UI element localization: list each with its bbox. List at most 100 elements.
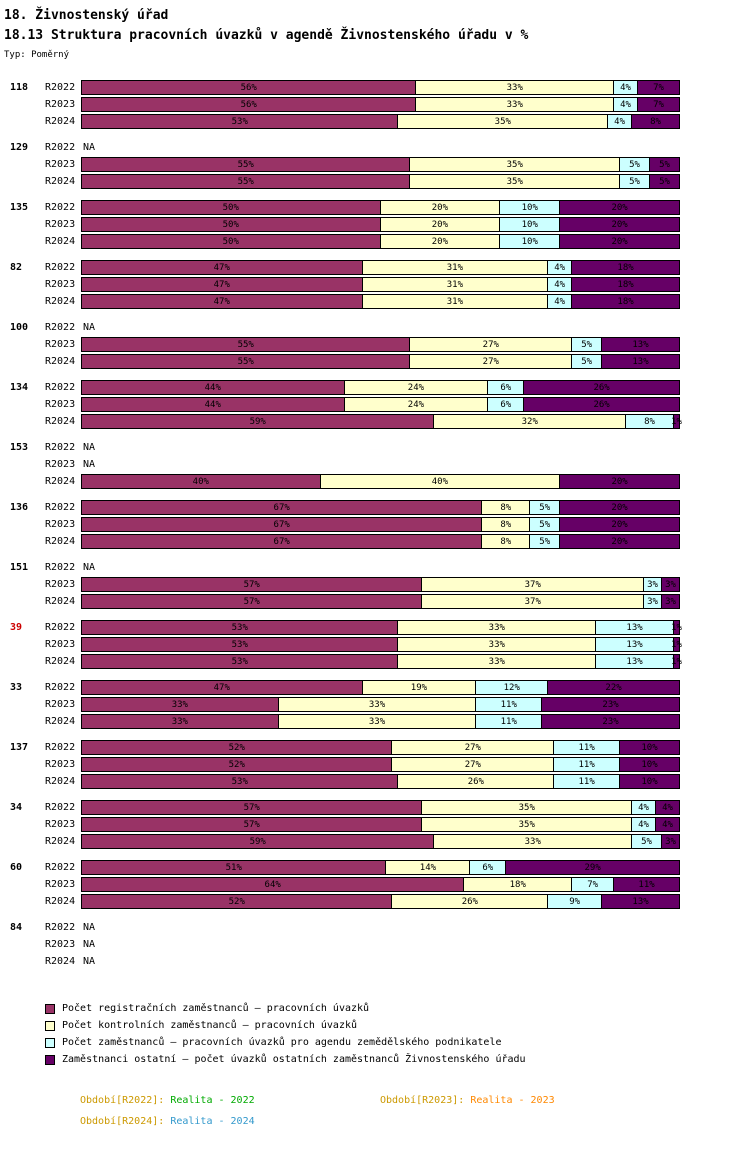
bar-segment-zemedelsky: 10% xyxy=(500,234,561,249)
bar-segment-kontrolni: 14% xyxy=(386,860,471,875)
chart-row: 82 R2022 47% 31% 4% 18% xyxy=(10,259,750,276)
bar-segment-value: 35% xyxy=(506,176,523,187)
bar-segment-value: 8% xyxy=(500,519,512,530)
stacked-bar: 50% 20% 10% 20% xyxy=(81,234,680,249)
bar-segment-value: 55% xyxy=(237,356,254,367)
bar-segment-value: 12% xyxy=(503,682,520,693)
stacked-bar: NA xyxy=(81,140,680,155)
bar-segment-kontrolni: 37% xyxy=(422,577,645,592)
bar-segment-value: 26% xyxy=(593,399,610,410)
bar-segment-zemedelsky: 4% xyxy=(548,260,573,275)
bar-segment-value: 31% xyxy=(446,279,463,290)
bar-segment-value: 52% xyxy=(228,759,245,770)
period-row-label: R2022 xyxy=(45,562,76,573)
bar-segment-ostatni: 18% xyxy=(572,294,680,309)
bar-segment-kontrolni: 19% xyxy=(362,680,477,695)
period-row-label: R2024 xyxy=(45,656,76,667)
bar-segment-ostatni: 20% xyxy=(560,217,680,232)
bar-segment-value: 18% xyxy=(617,279,634,290)
bar-segment-value: 4% xyxy=(620,99,631,110)
bar-segment-ostatni: 1% xyxy=(671,414,682,429)
bar-segment-value: 4% xyxy=(662,819,673,830)
bar-segment-registracni: 53% xyxy=(81,637,399,652)
stacked-bar: 57% 37% 3% 3% xyxy=(81,594,680,609)
bar-segment-value: 10% xyxy=(641,776,658,787)
chart-group-100: 100 R2022 NA R2023 55% 27% 5% 13% R2024 55% 27% 5% 1… xyxy=(10,319,750,370)
bar-segment-zemedelsky: 5% xyxy=(530,517,561,532)
bar-segment-registracni: 55% xyxy=(81,174,411,189)
chart-row: R2024 57% 37% 3% 3% xyxy=(10,593,750,610)
bar-segment-value: 1% xyxy=(671,622,682,633)
bar-segment-value: 5% xyxy=(539,536,551,547)
bar-segment-zemedelsky: 8% xyxy=(626,414,674,429)
bar-segment-value: 13% xyxy=(632,896,649,907)
bar-segment-zemedelsky: 4% xyxy=(548,277,573,292)
bar-segment-value: 32% xyxy=(521,416,538,427)
na-value: NA xyxy=(83,322,96,333)
period-row-label: R2023 xyxy=(45,639,76,650)
bar-segment-registracni: 52% xyxy=(81,757,393,772)
bar-segment-value: 53% xyxy=(231,622,248,633)
bar-segment-value: 13% xyxy=(632,339,649,350)
bar-segment-value: 31% xyxy=(446,296,463,307)
stacked-bar: 50% 20% 10% 20% xyxy=(81,217,680,232)
period-row-label: R2023 xyxy=(45,99,76,110)
period-row-label: R2023 xyxy=(45,519,76,530)
bar-segment-value: 11% xyxy=(578,776,595,787)
bar-segment-value: 33% xyxy=(488,639,505,650)
chart-row: R2023 67% 8% 5% 20% xyxy=(10,516,750,533)
bar-segment-kontrolni: 31% xyxy=(362,277,549,292)
stacked-bar: 47% 19% 12% 22% xyxy=(81,680,680,695)
chart-group-151: 151 R2022 NA R2023 57% 37% 3% 3% R2024 57% 37% 3% 3% xyxy=(10,559,750,610)
bar-segment-kontrolni: 33% xyxy=(398,654,597,669)
bar-segment-value: 53% xyxy=(231,639,248,650)
bar-segment-zemedelsky: 6% xyxy=(488,397,525,412)
bar-segment-kontrolni: 24% xyxy=(344,380,489,395)
period-row-label: R2023 xyxy=(45,939,76,950)
group-id-label: 82 xyxy=(10,262,23,273)
bar-segment-zemedelsky: 11% xyxy=(554,757,621,772)
bar-segment-registracni: 53% xyxy=(81,654,399,669)
bar-segment-ostatni: 10% xyxy=(620,774,680,789)
bar-segment-value: 26% xyxy=(461,896,478,907)
bar-segment-registracni: 59% xyxy=(81,834,435,849)
bar-segment-value: 19% xyxy=(410,682,428,693)
bar-segment-ostatni: 5% xyxy=(650,174,680,189)
bar-segment-value: 20% xyxy=(611,502,628,513)
report-header: 18. Živnostenský úřad 18.13 Struktura pr… xyxy=(0,0,750,60)
bar-segment-zemedelsky: 13% xyxy=(596,637,674,652)
chart-row: 60 R2022 51% 14% 6% 29% xyxy=(10,859,750,876)
bar-segment-zemedelsky: 13% xyxy=(596,620,674,635)
bar-segment-zemedelsky: 4% xyxy=(614,80,639,95)
bar-segment-value: 8% xyxy=(500,536,512,547)
chart-title: 18.13 Struktura pracovních úvazků v agen… xyxy=(4,28,529,43)
period-row-label: R2023 xyxy=(45,459,76,470)
chart-row: 39 R2022 53% 33% 13% 1% xyxy=(10,619,750,636)
period-row-label: R2024 xyxy=(45,956,76,967)
period-row-label: R2022 xyxy=(45,262,76,273)
period-r2022-value: Realita - 2022 xyxy=(170,1095,255,1106)
bar-segment-ostatni: 18% xyxy=(572,260,680,275)
stacked-bar: 67% 8% 5% 20% xyxy=(81,517,680,532)
group-id-label: 137 xyxy=(10,742,29,753)
bar-segment-registracni: 67% xyxy=(81,500,483,515)
stacked-bar: NA xyxy=(81,560,680,575)
bar-segment-value: 44% xyxy=(204,399,221,410)
bar-segment-kontrolni: 31% xyxy=(362,294,549,309)
bar-segment-ostatni: 3% xyxy=(662,594,680,609)
stacked-bar: 57% 37% 3% 3% xyxy=(81,577,680,592)
period-r2023-value: Realita - 2023 xyxy=(470,1095,555,1106)
bar-segment-value: 11% xyxy=(578,759,595,770)
bar-segment-value: 18% xyxy=(617,262,634,273)
period-legend-line-1: Období[R2022]: Realita - 2022 Období[R20… xyxy=(80,1090,750,1111)
na-value: NA xyxy=(83,562,96,573)
bar-segment-value: 57% xyxy=(243,579,260,590)
period-row-label: R2022 xyxy=(45,862,76,873)
bar-segment-value: 27% xyxy=(464,742,481,753)
chart-group-84: 84 R2022 NA R2023 NA R2024 NA xyxy=(10,919,750,970)
bar-segment-value: 4% xyxy=(554,262,566,273)
stacked-bar: 64% 18% 7% 11% xyxy=(81,877,680,892)
legend-swatch-ostatni xyxy=(45,1054,55,1065)
period-item-r2022: Období[R2022]: Realita - 2022 xyxy=(80,1095,380,1106)
bar-segment-zemedelsky: 5% xyxy=(620,157,651,172)
